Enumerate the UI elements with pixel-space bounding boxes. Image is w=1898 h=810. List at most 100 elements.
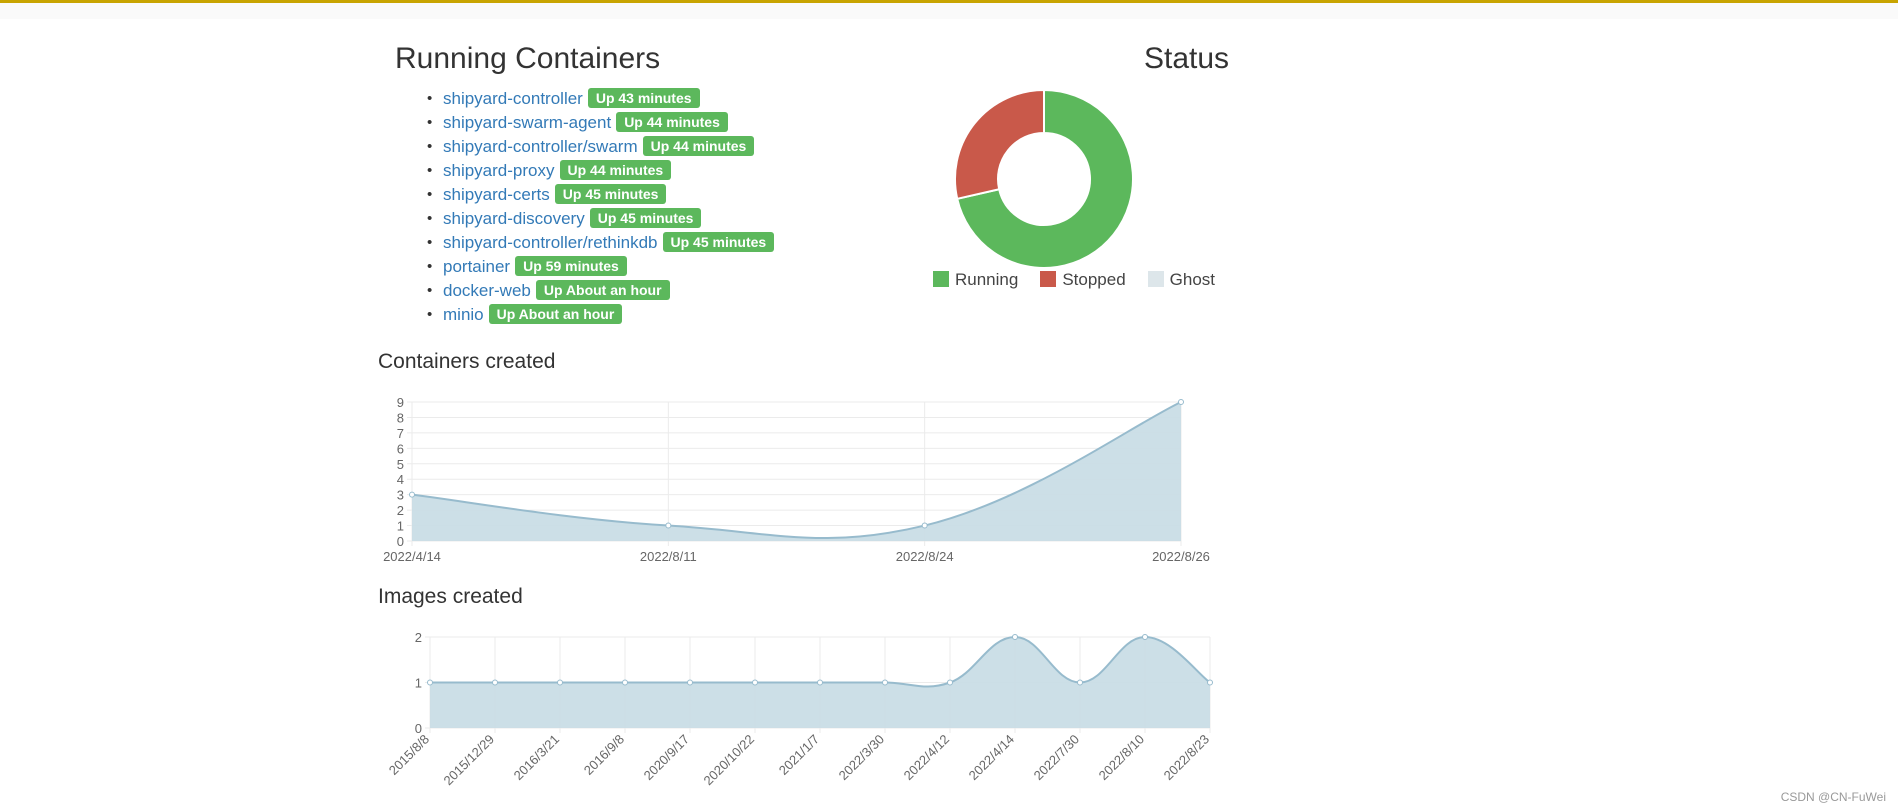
container-link[interactable]: minio <box>443 305 484 324</box>
container-status-badge: Up 44 minutes <box>616 112 728 132</box>
data-point <box>1178 399 1184 405</box>
area-fill <box>412 402 1181 541</box>
container-link[interactable]: portainer <box>443 257 511 276</box>
data-point <box>427 679 433 686</box>
chart-grid <box>407 401 1182 546</box>
status-legend: Running Stopped Ghost <box>933 270 1237 292</box>
y-tick-label: 2 <box>415 630 422 645</box>
donut-slice-stopped <box>954 88 1045 201</box>
data-point <box>687 679 693 686</box>
container-link[interactable]: shipyard-controller/rethinkdb <box>443 233 658 252</box>
container-link[interactable]: shipyard-proxy <box>443 161 555 180</box>
y-tick-label: 5 <box>397 457 404 472</box>
bullet-icon: • <box>427 186 433 203</box>
x-tick-label: 2022/8/26 <box>1152 549 1210 564</box>
area-fill <box>430 637 1210 728</box>
top-sub-bar <box>0 3 1898 19</box>
legend-item-ghost: Ghost <box>1147 270 1215 290</box>
x-tick-label: 2022/8/11 <box>640 549 697 564</box>
container-status-badge: Up 44 minutes <box>642 136 755 156</box>
x-tick-label: 2022/4/12 <box>901 732 953 784</box>
container-status-badge: Up 59 minutes <box>515 256 627 276</box>
data-point <box>817 679 823 686</box>
y-tick-label: 1 <box>415 676 422 691</box>
data-point <box>882 679 888 686</box>
container-list-item: • shipyard-controller/rethinkdb Up 45 minu… <box>427 231 775 255</box>
y-tick-label: 0 <box>397 534 404 549</box>
container-link[interactable]: shipyard-controller/swarm <box>443 137 638 156</box>
watermark: CSDN @CN-FuWei <box>1780 790 1886 804</box>
data-point <box>1077 679 1083 686</box>
x-tick-label: 2015/8/8 <box>386 732 432 778</box>
legend-swatch <box>1147 271 1164 287</box>
container-link[interactable]: shipyard-controller <box>443 89 583 108</box>
legend-item-stopped: Stopped <box>1040 270 1126 290</box>
y-tick-label: 8 <box>397 410 404 425</box>
data-point <box>1012 634 1018 640</box>
y-tick-label: 0 <box>415 721 422 736</box>
x-tick-label: 2015/12/29 <box>440 732 497 789</box>
bullet-icon: • <box>427 138 433 155</box>
container-list-item: • shipyard-certs Up 45 minutes <box>427 183 774 207</box>
data-point <box>622 679 628 686</box>
x-tick-label: 2022/3/30 <box>836 732 888 784</box>
container-list-item: • shipyard-proxy Up 44 minutes <box>427 159 774 183</box>
data-point <box>1142 634 1148 640</box>
y-tick-label: 6 <box>397 441 404 456</box>
legend-label: Stopped <box>1062 270 1126 289</box>
legend-swatch <box>1040 271 1057 287</box>
data-point <box>752 679 758 686</box>
status-title: Status <box>1144 42 1230 75</box>
y-tick-label: 7 <box>397 426 404 441</box>
bullet-icon: • <box>427 210 433 227</box>
data-point <box>921 522 928 529</box>
container-list-item: • shipyard-controller/swarm Up 44 minutes <box>427 135 774 159</box>
chart-grid <box>425 636 1211 733</box>
container-status-badge: Up 45 minutes <box>662 232 775 252</box>
status-donut-svg <box>954 88 1134 269</box>
x-tick-label: 2021/1/7 <box>776 732 822 778</box>
area-line <box>430 635 1211 688</box>
status-donut-chart <box>953 88 1135 270</box>
container-status-badge: Up 44 minutes <box>559 160 672 180</box>
y-tick-label: 3 <box>397 488 404 503</box>
container-list-item: • portainer Up 59 minutes <box>427 255 774 279</box>
container-status-badge: Up About an hour <box>535 280 670 300</box>
top-accent-bar <box>0 0 1898 3</box>
x-tick-label: 2022/7/30 <box>1031 732 1083 784</box>
x-tick-label: 2020/10/22 <box>700 732 757 789</box>
data-point <box>1207 679 1213 686</box>
data-point <box>947 679 953 686</box>
bullet-icon: • <box>427 114 433 131</box>
bullet-icon: • <box>427 162 433 179</box>
legend-swatch <box>933 271 949 287</box>
bullet-icon: • <box>427 282 433 299</box>
container-link[interactable]: shipyard-swarm-agent <box>443 113 612 132</box>
containers-created-title: Containers created <box>378 350 556 373</box>
container-link[interactable]: docker-web <box>443 281 531 300</box>
x-tick-label: 2020/9/17 <box>641 732 693 784</box>
data-point <box>665 522 672 529</box>
y-tick-label: 2 <box>397 503 404 518</box>
container-status-badge: Up 45 minutes <box>589 208 702 228</box>
bullet-icon: • <box>427 306 433 323</box>
x-tick-label: 2022/8/23 <box>1161 732 1213 784</box>
bullet-icon: • <box>427 90 433 107</box>
legend-label: Running <box>955 270 1019 289</box>
container-link[interactable]: shipyard-discovery <box>443 209 585 228</box>
area-line <box>411 401 1182 540</box>
images-created-title: Images created <box>378 585 523 608</box>
container-status-badge: Up 45 minutes <box>554 184 667 204</box>
running-containers-list: • shipyard-controller Up 43 minutes • shipya… <box>427 87 775 327</box>
data-point <box>557 679 563 686</box>
running-containers-title: Running Containers <box>395 42 661 75</box>
y-tick-label: 4 <box>397 472 404 487</box>
data-point <box>492 679 498 686</box>
x-tick-label: 2016/3/21 <box>511 732 563 784</box>
container-link[interactable]: shipyard-certs <box>443 185 550 204</box>
container-status-badge: Up 43 minutes <box>587 88 700 108</box>
container-list-item: • minio Up About an hour <box>427 303 774 327</box>
bullet-icon: • <box>427 258 433 275</box>
